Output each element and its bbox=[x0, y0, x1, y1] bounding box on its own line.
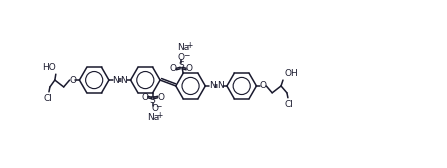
Text: O: O bbox=[186, 64, 193, 73]
Text: O: O bbox=[151, 104, 158, 113]
Text: O: O bbox=[260, 81, 267, 90]
Text: S: S bbox=[178, 61, 184, 70]
Text: O: O bbox=[157, 93, 164, 102]
Text: N: N bbox=[113, 76, 119, 85]
Text: N: N bbox=[120, 76, 127, 85]
Text: +: + bbox=[156, 111, 163, 120]
Text: −: − bbox=[183, 51, 190, 60]
Text: Cl: Cl bbox=[43, 94, 52, 103]
Text: −: − bbox=[156, 102, 162, 111]
Text: Na: Na bbox=[177, 43, 189, 52]
Text: O: O bbox=[69, 76, 76, 85]
Text: O: O bbox=[178, 53, 185, 62]
Text: OH: OH bbox=[285, 69, 299, 78]
Text: O: O bbox=[170, 64, 177, 73]
Text: HO: HO bbox=[42, 63, 56, 72]
Text: N: N bbox=[217, 81, 224, 90]
Text: O: O bbox=[141, 93, 148, 102]
Text: Cl: Cl bbox=[284, 100, 293, 109]
Text: S: S bbox=[150, 96, 156, 105]
Text: Na: Na bbox=[148, 113, 160, 122]
Text: N: N bbox=[209, 81, 215, 90]
Text: +: + bbox=[186, 41, 192, 50]
